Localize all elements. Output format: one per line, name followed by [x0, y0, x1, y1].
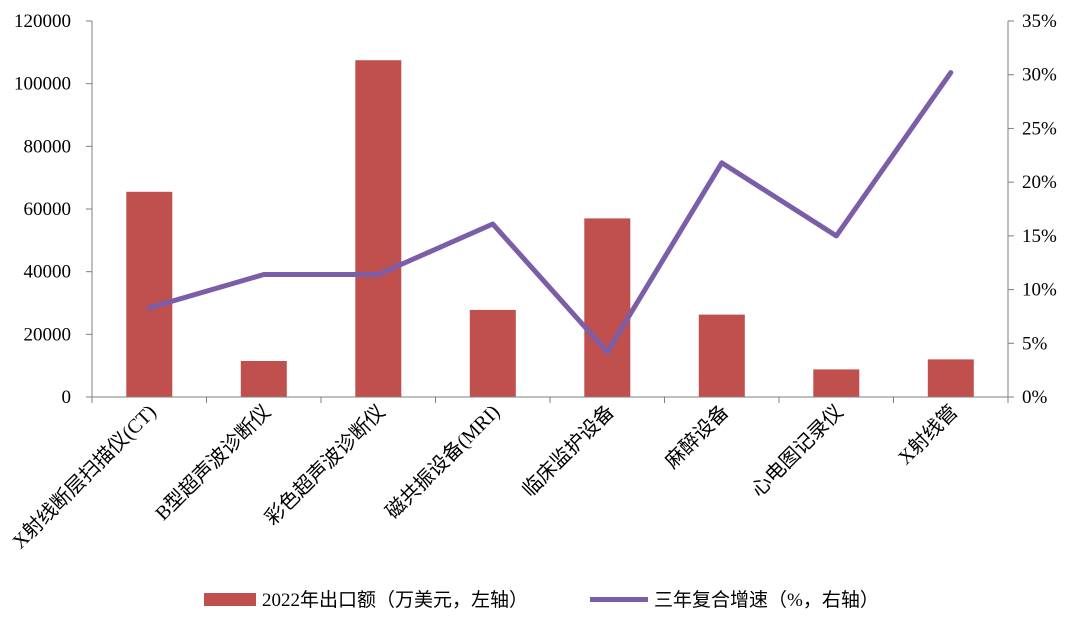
y-left-tick-label: 20000 — [24, 324, 72, 345]
y-left-tick-label: 60000 — [24, 199, 72, 220]
y-right-tick-label: 35% — [1022, 11, 1057, 32]
bar — [469, 309, 516, 397]
bar — [240, 361, 287, 397]
legend: 2022年出口额（万美元，左轴） 三年复合增速（%，右轴） — [204, 589, 879, 611]
x-tick-label: 彩色超声波诊断仪 — [260, 400, 389, 529]
bar — [584, 218, 631, 397]
y-right-tick-label: 20% — [1022, 172, 1057, 193]
ticks-layer: 0 20000 40000 60000 80000 100000 120000 0% 5% 10%… — [14, 11, 1057, 408]
y-left-tick-label: 0 — [62, 387, 72, 408]
legend-bar-label: 2022年出口额（万美元，左轴） — [262, 589, 528, 611]
bars-layer — [126, 60, 974, 397]
y-right-tick-label: 0% — [1022, 387, 1048, 408]
bar — [355, 60, 402, 397]
y-right-tick-label: 25% — [1022, 118, 1057, 139]
legend-line-label: 三年复合增速（%，右轴） — [654, 589, 879, 611]
x-tick-label: 临床监护设备 — [518, 400, 619, 501]
axes-layer — [86, 20, 1014, 403]
y-right-tick-label: 5% — [1022, 333, 1048, 354]
legend-bar-swatch — [204, 593, 256, 606]
x-tick-label: B型超声波诊断仪 — [151, 400, 276, 525]
line-layer — [146, 70, 954, 355]
y-left-tick-label: 100000 — [14, 74, 71, 95]
growth-line — [146, 70, 954, 355]
bar — [813, 369, 860, 397]
x-tick-label: X射线断层扫描仪(CT) — [8, 400, 161, 553]
y-left-tick-label: 80000 — [24, 136, 72, 157]
y-right-tick-label: 30% — [1022, 65, 1057, 86]
bar — [698, 314, 745, 397]
y-left-tick-label: 40000 — [24, 262, 72, 283]
y-right-tick-label: 10% — [1022, 280, 1057, 301]
bar — [126, 191, 173, 397]
x-tick-label: X射线管 — [893, 400, 962, 469]
y-right-tick-label: 15% — [1022, 226, 1057, 247]
x-tick-label: 磁共振设备(MRI) — [381, 400, 504, 523]
x-tick-label: 心电图记录仪 — [747, 400, 848, 501]
y-left-tick-label: 120000 — [14, 11, 71, 32]
x-tick-label: 麻醉设备 — [660, 400, 733, 473]
bar — [927, 359, 974, 397]
